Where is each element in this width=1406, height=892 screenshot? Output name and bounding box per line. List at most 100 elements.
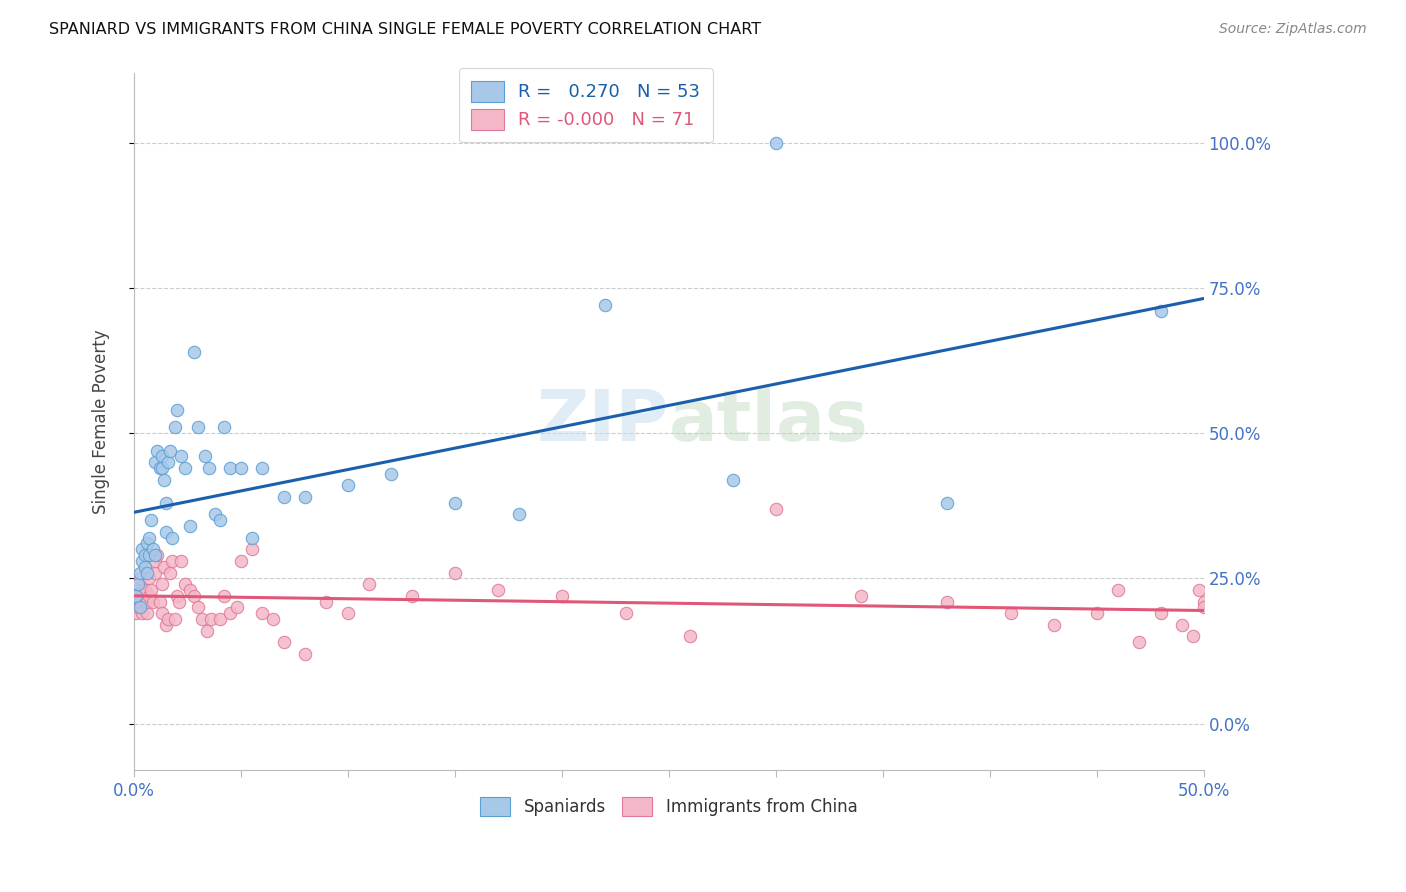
Legend: Spaniards, Immigrants from China: Spaniards, Immigrants from China [472,789,866,824]
Point [150,606,173,620]
Point [1171,617,1194,632]
Point [225,600,247,615]
Point [142,594,165,608]
Point [240,542,263,557]
Point [134,582,156,597]
Point [240,531,263,545]
Point [208,612,231,626]
Point [135,594,157,608]
Point [143,554,166,568]
Point [139,513,162,527]
Point [127,600,149,615]
Point [252,461,274,475]
Point [187,600,209,615]
Point [170,554,193,568]
Point [191,612,214,626]
Point [138,589,160,603]
Point [166,589,188,603]
Point [1107,582,1129,597]
Point [851,589,873,603]
Point [401,589,423,603]
Point [155,524,177,539]
Point [162,554,184,568]
Point [193,450,215,464]
Point [212,420,235,434]
Point [155,496,177,510]
Point [174,461,197,475]
Point [138,531,160,545]
Point [593,298,616,312]
Point [486,582,509,597]
Point [183,344,205,359]
Point [143,566,166,580]
Point [174,577,197,591]
Point [262,612,284,626]
Point [765,136,787,150]
Point [129,571,152,585]
Point [157,612,180,626]
Point [219,606,242,620]
Point [212,589,235,603]
Point [444,496,467,510]
Point [150,577,173,591]
Point [167,594,190,608]
Point [195,624,218,638]
Point [135,606,157,620]
Point [1043,617,1066,632]
Point [125,606,148,620]
Point [166,402,188,417]
Point [143,455,166,469]
Point [359,577,381,591]
Point [204,508,226,522]
Point [336,478,359,492]
Point [150,450,173,464]
Point [146,443,169,458]
Point [721,473,744,487]
Point [1150,304,1173,318]
Point [125,589,148,603]
Point [1000,606,1022,620]
Point [163,612,186,626]
Point [143,548,166,562]
Point [149,594,172,608]
Point [294,490,316,504]
Point [935,594,957,608]
Point [125,594,148,608]
Text: Source: ZipAtlas.com: Source: ZipAtlas.com [1219,22,1367,37]
Point [198,461,221,475]
Point [935,496,957,510]
Point [508,508,530,522]
Point [294,647,316,661]
Text: SPANIARD VS IMMIGRANTS FROM CHINA SINGLE FEMALE POVERTY CORRELATION CHART: SPANIARD VS IMMIGRANTS FROM CHINA SINGLE… [49,22,761,37]
Point [200,612,222,626]
Point [179,582,201,597]
Point [127,582,149,597]
Point [315,594,337,608]
Point [273,490,295,504]
Point [139,582,162,597]
Text: atlas: atlas [669,387,869,456]
Point [229,461,252,475]
Point [134,559,156,574]
Point [444,566,467,580]
Point [336,606,359,620]
Point [1181,629,1204,643]
Point [131,606,153,620]
Point [131,542,153,557]
Text: ZIP: ZIP [537,387,669,456]
Point [179,519,201,533]
Point [135,566,157,580]
Point [614,606,637,620]
Point [679,629,702,643]
Point [273,635,295,649]
Point [159,566,181,580]
Point [159,443,181,458]
Point [1085,606,1108,620]
Point [155,617,177,632]
Point [153,473,176,487]
Point [162,531,184,545]
Point [129,600,152,615]
Point [1192,594,1215,608]
Point [138,548,160,562]
Point [129,566,152,580]
